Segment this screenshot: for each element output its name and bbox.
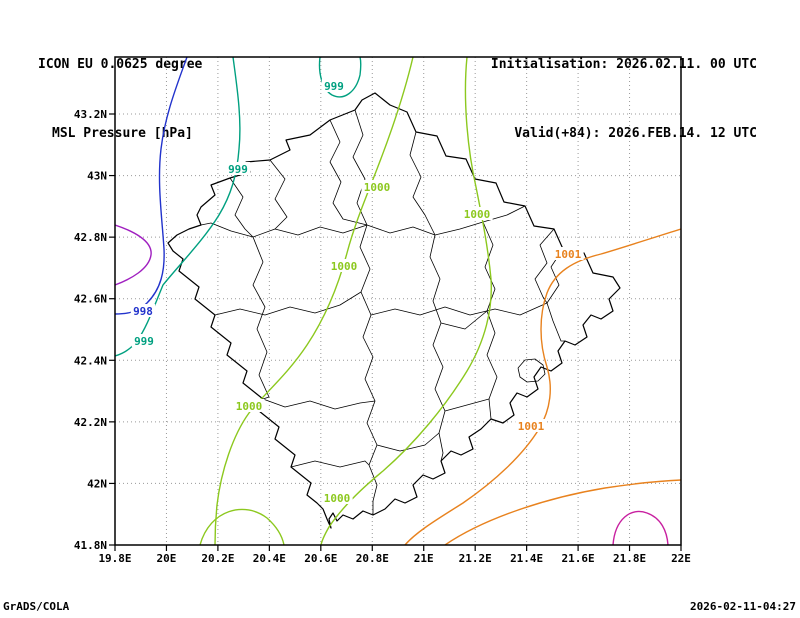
contour-label-mask	[552, 247, 584, 260]
header-right-block: Initialisation: 2026.02.11. 00 UTC Valid…	[491, 7, 757, 191]
municipality-border	[482, 221, 498, 420]
municipality-border	[366, 205, 526, 236]
municipality-border	[352, 109, 368, 226]
contour-line-999	[318, 57, 362, 98]
axis-ticks	[109, 113, 682, 551]
contour-label-999: 999	[324, 80, 344, 93]
axis-y-label: 42.4N	[74, 354, 107, 367]
axis-y-label: 43N	[87, 170, 107, 183]
municipality-border	[546, 248, 565, 342]
contour-label-mask	[361, 180, 393, 193]
municipality-border	[376, 432, 440, 452]
contour-line-1002	[612, 510, 669, 545]
municipality-border	[214, 291, 362, 316]
municipality-border	[269, 159, 288, 230]
footer-timestamp: 2026-02-11-04:27	[690, 600, 796, 613]
contour-label-1000: 1000	[324, 492, 351, 505]
axis-x-label: 21.4E	[510, 552, 543, 565]
axis-y-label: 42N	[87, 477, 107, 490]
municipality-border	[409, 131, 436, 236]
contour-label-1000: 1000	[236, 400, 263, 413]
municipality-border	[262, 398, 376, 410]
municipality-border	[290, 460, 370, 468]
grid-layer	[115, 57, 681, 545]
axis-y-label: 43.2N	[74, 108, 107, 121]
axis-x-label: 22E	[671, 552, 691, 565]
contour-label-mask	[130, 304, 156, 317]
municipality-border	[534, 228, 555, 304]
municipality-border	[444, 398, 490, 412]
header-model-title: ICON EU 0.0625 degree	[38, 57, 203, 72]
axis-labels: 19.8E 20E 20.2E 20.4E 20.6E 20.8E 21E 21.2E 21.4…	[74, 108, 691, 565]
municipality-border	[329, 119, 368, 226]
axis-x-label: 20E	[157, 552, 177, 565]
axis-x-label: 20.8E	[356, 552, 389, 565]
axis-x-label: 20.4E	[253, 552, 286, 565]
map-layer	[167, 92, 621, 529]
contour-line-1000	[320, 57, 492, 545]
contour-label-mask	[321, 79, 347, 92]
contour-label-mask	[321, 491, 353, 504]
header-valid-time: Valid(+84): 2026.FEB.14. 12 UTC	[514, 126, 757, 141]
contour-line-1001	[404, 228, 681, 545]
axis-x-label: 21.2E	[459, 552, 492, 565]
municipality-border	[359, 224, 378, 515]
municipality-border	[429, 234, 446, 462]
contour-label-mask	[131, 334, 157, 347]
map-outline-kosovo	[167, 92, 621, 529]
contour-label-999: 999	[228, 163, 248, 176]
axis-x-label: 19.8E	[98, 552, 131, 565]
contour-label-mask	[233, 399, 265, 412]
contour-label-998: 998	[133, 305, 153, 318]
contour-label-mask	[225, 162, 251, 175]
contour-line-997	[115, 224, 152, 286]
contour-label-1000: 1000	[464, 208, 491, 221]
axis-x-label: 20.2E	[201, 552, 234, 565]
contour-label-mask	[461, 207, 493, 220]
axis-x-label: 21.6E	[562, 552, 595, 565]
contour-line-1000	[214, 57, 414, 545]
municipality-border	[200, 222, 368, 238]
contour-label-mask	[515, 419, 547, 432]
contour-layer: 998 999 999 999 1000 1000 1000 1000 1000 1001 1001	[115, 57, 681, 545]
contour-line-1001	[444, 479, 681, 545]
municipality-border	[252, 236, 270, 400]
contour-label-1000: 1000	[364, 181, 391, 194]
contour-line-1000	[199, 508, 285, 545]
axis-y-label: 42.8N	[74, 231, 107, 244]
footer-grads-credit: GrADS/COLA	[3, 600, 70, 613]
municipality-border	[517, 358, 546, 383]
axis-x-label: 21.8E	[613, 552, 646, 565]
municipality-border	[229, 177, 254, 238]
plot-frame	[114, 56, 682, 546]
contour-label-999: 999	[134, 335, 154, 348]
contour-label-1001: 1001	[518, 420, 545, 433]
axis-x-label: 21E	[414, 552, 434, 565]
contour-line-998	[115, 57, 188, 315]
axis-y-label: 42.2N	[74, 416, 107, 429]
axis-y-label: 41.8N	[74, 539, 107, 552]
contour-label-1001: 1001	[555, 248, 582, 261]
contour-label-1000: 1000	[331, 260, 358, 273]
municipality-border	[440, 310, 488, 330]
contour-label-mask	[328, 259, 360, 272]
axis-x-label: 20.6E	[304, 552, 337, 565]
axis-y-label: 42.6N	[74, 293, 107, 306]
municipality-border	[370, 302, 548, 316]
